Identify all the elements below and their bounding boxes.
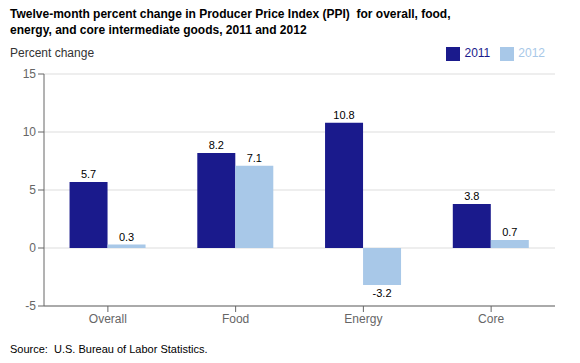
html-text:2012: 2012	[518, 46, 545, 60]
html-text:Percent change: Percent change	[10, 46, 95, 60]
svg-text:15: 15	[23, 67, 37, 81]
html-text:Twelve-month percent change in: Twelve-month percent change in Producer …	[10, 7, 451, 21]
svg-text:-3.2: -3.2	[373, 287, 392, 299]
svg-text:5.7: 5.7	[81, 168, 96, 180]
html-text:energy, and core intermediate: energy, and core intermediate goods, 201…	[10, 23, 307, 37]
html-text:Source: U.S. Bureau of Labor S: Source: U.S. Bureau of Labor Statistics.	[10, 343, 208, 355]
svg-text:0: 0	[29, 241, 36, 255]
svg-text:Core: Core	[478, 312, 504, 326]
svg-text:-5: -5	[25, 299, 36, 313]
svg-text:10: 10	[23, 125, 37, 139]
svg-text:Overall: Overall	[89, 312, 127, 326]
svg-text:7.1: 7.1	[247, 152, 262, 164]
svg-text:3.8: 3.8	[464, 190, 479, 202]
svg-text:5: 5	[29, 183, 36, 197]
svg-text:10.8: 10.8	[333, 109, 354, 121]
svg-text:8.2: 8.2	[209, 139, 224, 151]
html-text:2011: 2011	[464, 46, 491, 60]
svg-text:0.7: 0.7	[502, 226, 517, 238]
svg-text:Food: Food	[222, 312, 249, 326]
svg-text:0.3: 0.3	[119, 231, 134, 243]
svg-text:Energy: Energy	[344, 312, 382, 326]
